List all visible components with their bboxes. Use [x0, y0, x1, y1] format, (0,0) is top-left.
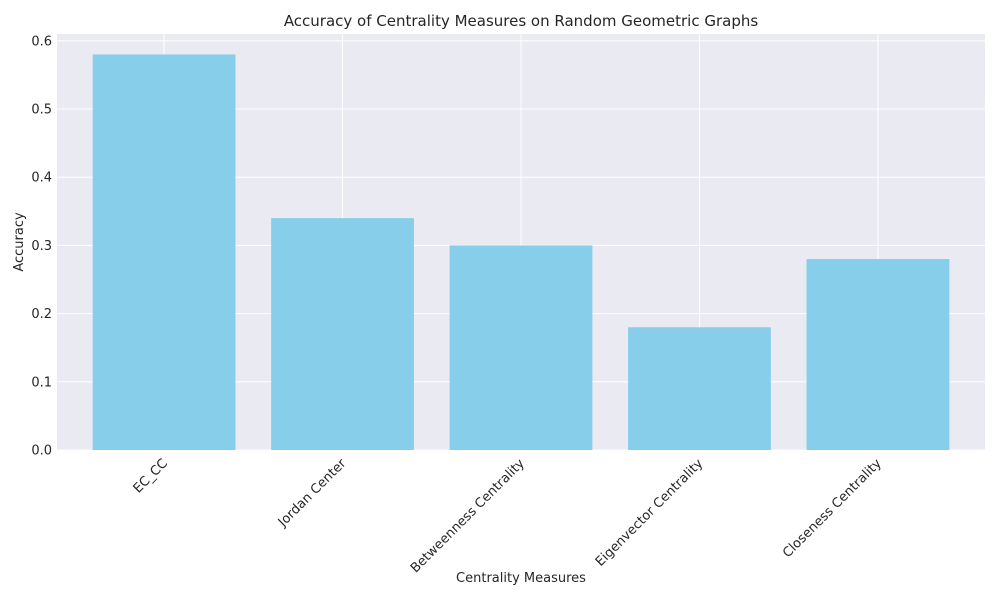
y-tick-label: 0.6: [31, 34, 52, 49]
y-tick-label: 0.4: [31, 171, 52, 186]
bar: [92, 54, 236, 450]
bars: [92, 54, 950, 450]
y-axis-title: Accuracy: [12, 212, 27, 272]
bar: [806, 259, 950, 450]
y-tick-label: 0.1: [31, 375, 52, 390]
chart-title: Accuracy of Centrality Measures on Rando…: [284, 12, 759, 30]
x-tick-label: Closeness Centrality: [780, 456, 885, 561]
y-tick-label: 0.0: [31, 444, 52, 459]
x-axis-ticks: EC_CC Jordan Center Betweenness Centrality…: [131, 456, 885, 576]
x-tick-label: Eigenvector Centrality: [593, 456, 707, 570]
x-tick-label: Betweenness Centrality: [408, 456, 528, 576]
x-axis-title: Centrality Measures: [456, 571, 586, 586]
bar: [628, 327, 771, 450]
x-tick-label: EC_CC: [131, 456, 171, 496]
y-tick-label: 0.2: [31, 307, 52, 322]
y-tick-label: 0.3: [31, 239, 52, 254]
bar: [271, 218, 414, 450]
y-axis-ticks: 0.0 0.1 0.2 0.3 0.4 0.5 0.6: [31, 34, 52, 458]
y-tick-label: 0.5: [31, 103, 52, 118]
x-tick-label: Jordan Center: [275, 456, 350, 531]
bar: [449, 245, 593, 450]
